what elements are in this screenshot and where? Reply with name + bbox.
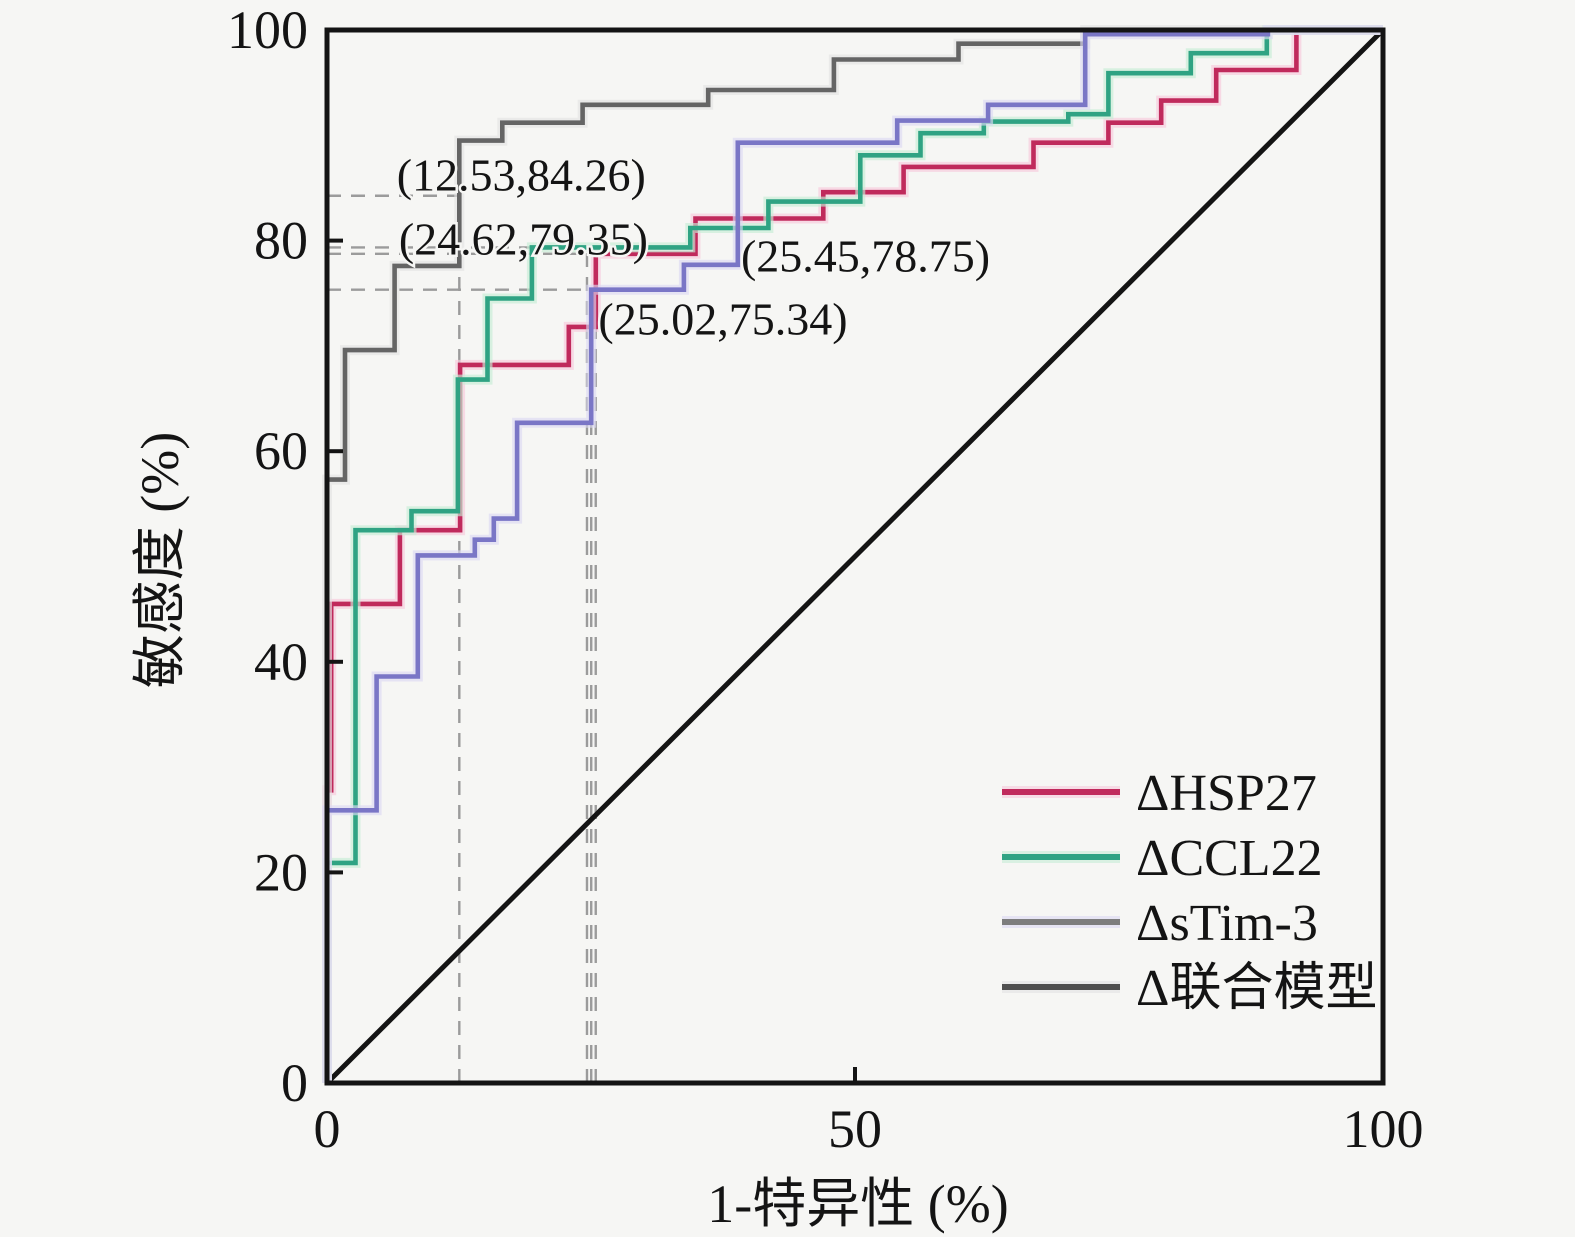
axis-ticks: [325, 28, 1385, 1085]
annotation-label-1: (12.53,84.26): [397, 149, 646, 200]
y-tick-label-100: 100: [227, 0, 308, 60]
roc-curve-4: [324, 27, 1383, 1083]
legend: ΔHSP27 ΔCCL22 ΔsTim-3 Δ联合模型: [1002, 765, 1377, 1017]
y-tick-label-40: 40: [254, 632, 308, 692]
roc-curve-3: [324, 27, 1383, 1083]
legend-label-1: ΔHSP27: [1136, 765, 1317, 822]
x-tick-label-100: 100: [1343, 1099, 1424, 1159]
annotation-label-4: (25.02,75.34): [598, 294, 847, 345]
x-axis-title: 1-特异性 (%): [707, 1174, 1008, 1234]
cutoff-annotations: (12.53,84.26) (24.62,79.35) (25.45,78.75) (…: [394, 147, 992, 347]
roc-curve-1: [324, 27, 1383, 1083]
roc-curve-2: [324, 27, 1383, 1083]
reference-diagonal: [325, 28, 1385, 1085]
legend-label-4: Δ联合模型: [1136, 960, 1377, 1017]
diagonal-line: [325, 28, 1385, 1085]
y-tick-label-60: 60: [254, 421, 308, 481]
y-tick-label-20: 20: [254, 842, 308, 902]
roc-curves: [322, 25, 1383, 1083]
legend-label-2: ΔCCL22: [1136, 830, 1323, 887]
y-axis-title: 敏感度 (%): [130, 432, 190, 688]
y-tick-label-80: 80: [254, 211, 308, 271]
annotation-label-3: (25.45,78.75): [741, 230, 990, 281]
axis-tick-labels: 0 50 100 0 20 40 60 80 100: [227, 0, 1424, 1159]
x-tick-label-0: 0: [314, 1099, 341, 1159]
y-tick-label-0: 0: [281, 1053, 308, 1113]
x-tick-label-50: 50: [828, 1099, 882, 1159]
legend-label-3: ΔsTim-3: [1136, 895, 1318, 952]
annotation-label-2: (24.62,79.35): [399, 213, 648, 264]
